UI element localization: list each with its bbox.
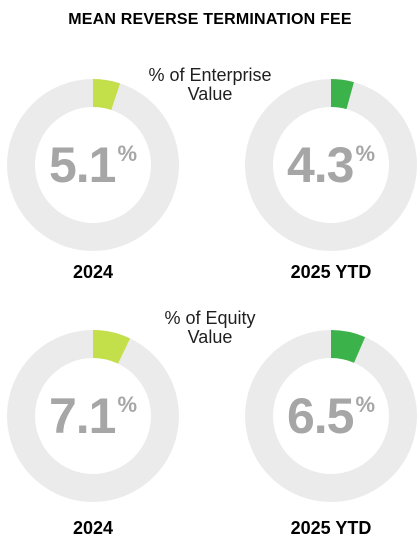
section-label-enterprise-value: % of Enterprise Value xyxy=(60,66,360,104)
section-label-line-2: Value xyxy=(187,84,233,104)
chart-title: MEAN REVERSE TERMINATION FEE xyxy=(68,11,352,28)
section-label-line-2: Value xyxy=(187,327,233,347)
donut-chart-eq-2025-ytd: 6.5 % xyxy=(245,330,417,502)
percent-sign: % xyxy=(355,392,376,417)
donut-chart-eq-2024: 7.1 % xyxy=(7,330,179,502)
value-label: 6.5 % xyxy=(245,330,417,502)
value-label: 5.1 % xyxy=(7,79,179,251)
year-label-ev-2024: 2024 xyxy=(72,262,114,282)
donut-chart-ev-2024: 5.1 % xyxy=(7,79,179,251)
value-number: 7.1 xyxy=(48,388,117,444)
year-label-eq-2024: 2024 xyxy=(72,518,114,538)
value-number: 4.3 xyxy=(286,137,355,193)
donut-value-arc xyxy=(330,79,354,110)
donut-svg xyxy=(245,79,417,251)
year-label-eq-2025-ytd: 2025 YTD xyxy=(290,518,372,538)
section-label-equity-value: % of Equity Value xyxy=(60,309,360,347)
percent-sign: % xyxy=(355,141,376,166)
value-label: 4.3 % xyxy=(245,79,417,251)
donut-chart-ev-2025-ytd: 4.3 % xyxy=(245,79,417,251)
section-label-line-1: % of Equity xyxy=(164,308,256,328)
donut-value-arc xyxy=(92,330,131,364)
value-number: 5.1 xyxy=(48,137,117,193)
donut-value-arc xyxy=(92,79,121,111)
donut-svg xyxy=(7,330,179,502)
value-label: 7.1 % xyxy=(7,330,179,502)
percent-sign: % xyxy=(117,392,138,417)
section-label-line-1: % of Enterprise xyxy=(148,65,272,85)
donut-svg xyxy=(7,79,179,251)
percent-sign: % xyxy=(117,141,138,166)
value-number: 6.5 xyxy=(286,388,355,444)
donut-svg xyxy=(245,330,417,502)
donut-value-arc xyxy=(330,330,366,363)
year-label-ev-2025-ytd: 2025 YTD xyxy=(290,262,372,282)
